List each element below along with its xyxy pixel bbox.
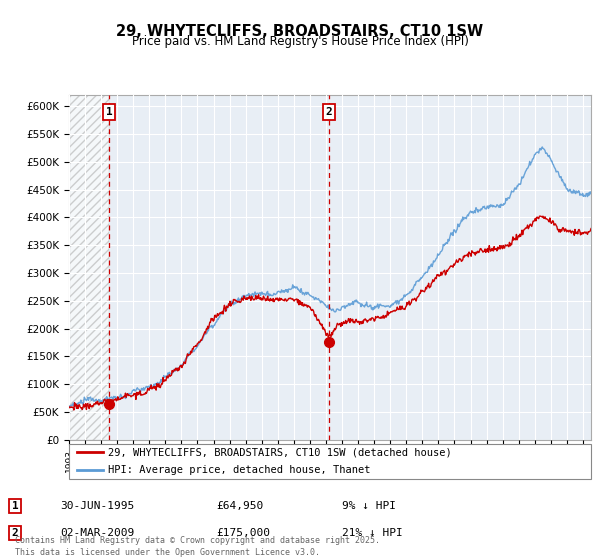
Text: 21% ↓ HPI: 21% ↓ HPI [342, 528, 403, 538]
Text: 29, WHYTECLIFFS, BROADSTAIRS, CT10 1SW: 29, WHYTECLIFFS, BROADSTAIRS, CT10 1SW [116, 24, 484, 39]
Text: Contains HM Land Registry data © Crown copyright and database right 2025.
This d: Contains HM Land Registry data © Crown c… [15, 536, 380, 557]
Bar [69, 95, 109, 440]
Text: 29, WHYTECLIFFS, BROADSTAIRS, CT10 1SW (detached house): 29, WHYTECLIFFS, BROADSTAIRS, CT10 1SW (… [108, 447, 452, 458]
Text: 02-MAR-2009: 02-MAR-2009 [60, 528, 134, 538]
Text: Price paid vs. HM Land Registry's House Price Index (HPI): Price paid vs. HM Land Registry's House … [131, 35, 469, 48]
Text: £175,000: £175,000 [216, 528, 270, 538]
Text: 9% ↓ HPI: 9% ↓ HPI [342, 501, 396, 511]
Text: HPI: Average price, detached house, Thanet: HPI: Average price, detached house, Than… [108, 465, 371, 475]
Text: 1: 1 [106, 107, 113, 117]
Text: £64,950: £64,950 [216, 501, 263, 511]
Text: 30-JUN-1995: 30-JUN-1995 [60, 501, 134, 511]
Text: 1: 1 [11, 501, 19, 511]
Text: 2: 2 [325, 107, 332, 117]
FancyBboxPatch shape [69, 444, 591, 479]
Text: 2: 2 [11, 528, 19, 538]
